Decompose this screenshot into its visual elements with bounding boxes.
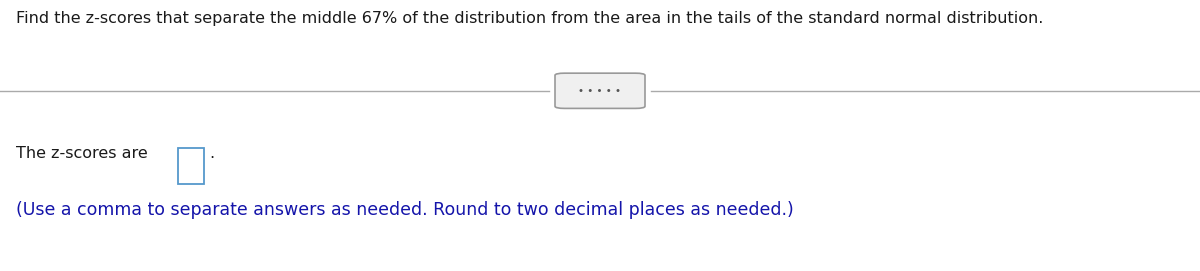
Text: .: .: [209, 146, 214, 161]
Text: The z-scores are: The z-scores are: [16, 146, 148, 161]
Text: Find the z-scores that separate the middle 67% of the distribution from the area: Find the z-scores that separate the midd…: [16, 11, 1043, 26]
Text: (Use a comma to separate answers as needed. Round to two decimal places as neede: (Use a comma to separate answers as need…: [16, 201, 793, 218]
FancyBboxPatch shape: [554, 73, 646, 108]
FancyBboxPatch shape: [178, 148, 204, 184]
Text: • • • • •: • • • • •: [578, 86, 622, 96]
